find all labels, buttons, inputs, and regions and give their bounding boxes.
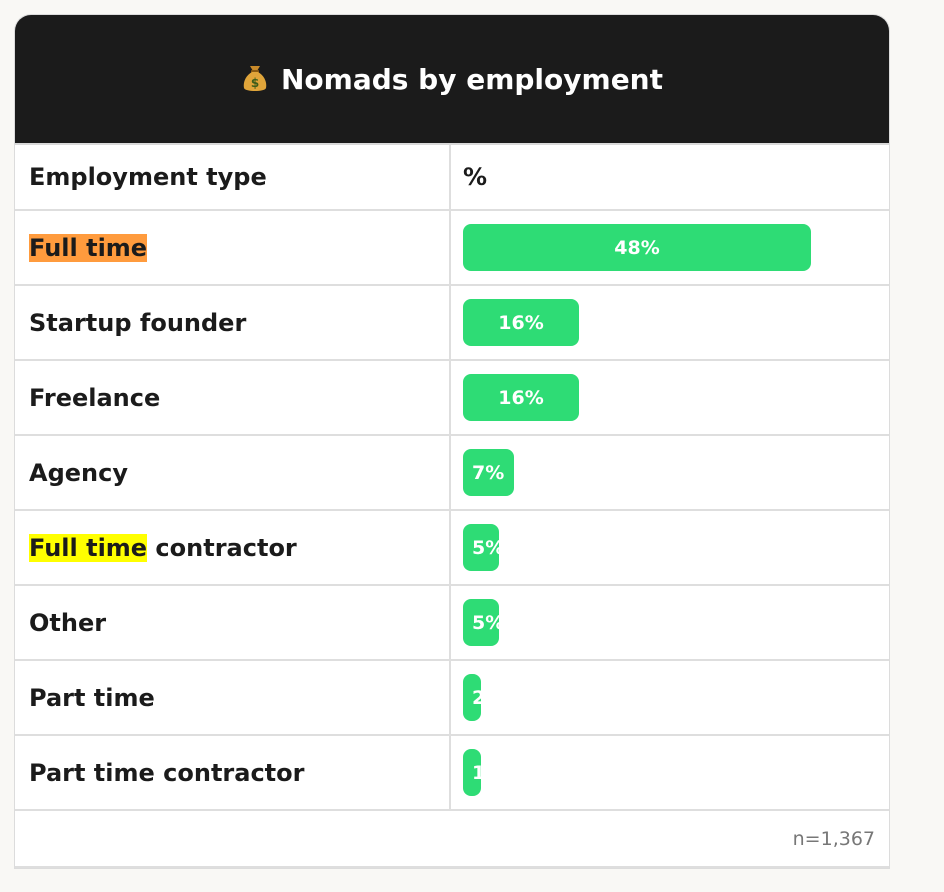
row-label: Full time [15,211,451,284]
table-row: Full time 48% [15,211,889,286]
label-text: Agency [29,458,128,487]
bar-cell: 16% [451,286,889,359]
sample-size-note: n=1,367 [15,811,889,868]
bar-cell: 5% [451,511,889,584]
percent-label: 48% [614,236,660,259]
table-row: Freelance 16% [15,361,889,436]
percent-bar: 48% [463,224,811,271]
label-text: Freelance [29,383,161,412]
percent-label: 1% [472,761,505,784]
bar-cell: 2% [451,661,889,734]
table-row: Part time contractor 1% [15,736,889,811]
svg-text:$: $ [251,76,259,90]
percent-bar: 1% [463,749,504,796]
row-label: Full time contractor [15,511,451,584]
percent-label: 2% [472,686,505,709]
row-label: Part time [15,661,451,734]
bar-cell: 16% [451,361,889,434]
bar-cell: 48% [451,211,889,284]
percent-bar: 5% [463,524,504,571]
table-row: Other 5% [15,586,889,661]
label-text: Part time contractor [29,758,305,787]
row-label: Freelance [15,361,451,434]
table-row: Startup founder 16% [15,286,889,361]
percent-label: 16% [498,311,544,334]
label-text: Other [29,608,107,637]
percent-bar: 16% [463,374,579,421]
table-row: Full time contractor 5% [15,511,889,586]
column-header-row: Employment type % [15,145,889,211]
bar-cell: 5% [451,586,889,659]
money-bag-icon: $ [243,66,267,91]
row-label: Agency [15,436,451,509]
bar-cell: 1% [451,736,889,809]
percent-bar: 2% [463,674,504,721]
employment-table-card: $ Nomads by employment Employment type %… [15,15,889,868]
bar-cell: 7% [451,436,889,509]
row-label: Part time contractor [15,736,451,809]
table-title: Nomads by employment [280,62,664,96]
percent-label: 16% [498,386,544,409]
label-text: Part time [29,683,155,712]
column-header-percent: % [463,163,488,191]
table-row: Agency 7% [15,436,889,511]
percent-label: 5% [472,611,505,634]
percent-bar: 16% [463,299,579,346]
row-label: Other [15,586,451,659]
percent-label: 5% [472,536,505,559]
label-highlight: Full time [29,533,148,562]
percent-bar: 5% [463,599,504,646]
label-text: Startup founder [29,308,247,337]
table-header: $ Nomads by employment [15,15,889,145]
table-body: Full time 48% Startup founder 16% Freelance 1… [15,211,889,811]
table-row: Part time 2% [15,661,889,736]
label-highlight: Full time [29,233,148,262]
column-header-employment-type: Employment type [15,145,451,209]
label-text: contractor [147,533,297,562]
percent-bar: 7% [463,449,514,496]
percent-label: 7% [472,461,505,484]
row-label: Startup founder [15,286,451,359]
